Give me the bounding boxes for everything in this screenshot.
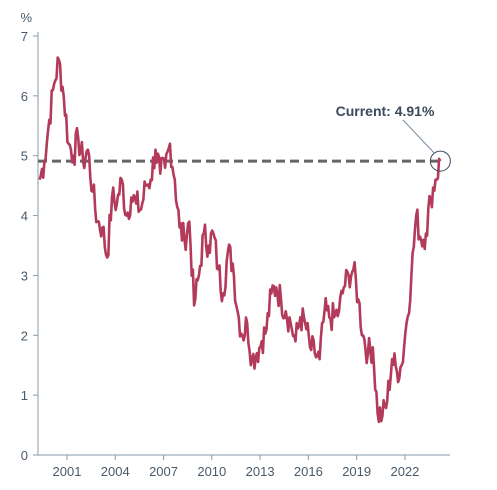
y-unit-label: % xyxy=(20,10,32,25)
y-tick-label: 0 xyxy=(21,448,28,463)
x-axis: 2001 2004 2007 2010 2013 2016 2019 2022 xyxy=(38,454,450,479)
annotation-leader xyxy=(402,119,435,154)
y-tick-label: 5 xyxy=(21,149,28,164)
x-tick-label: 2022 xyxy=(390,464,419,479)
x-tick-label: 2010 xyxy=(197,464,226,479)
x-tick-label: 2001 xyxy=(53,464,82,479)
current-value-marker xyxy=(429,150,451,172)
x-tick-label: 2007 xyxy=(149,464,178,479)
x-tick-label: 2004 xyxy=(101,464,130,479)
series-line xyxy=(38,56,442,424)
y-tick-label: 7 xyxy=(21,29,28,44)
series-group xyxy=(38,56,442,424)
annotation-label: Current: 4.91% xyxy=(336,103,435,119)
x-tick-label: 2013 xyxy=(246,464,275,479)
y-tick-label: 1 xyxy=(21,388,28,403)
y-axis: % 0 1 2 3 4 5 6 7 xyxy=(20,10,39,463)
y-tick-label: 3 xyxy=(21,268,28,283)
y-tick-label: 6 xyxy=(21,89,28,104)
y-tick-label: 2 xyxy=(21,328,28,343)
y-tick-label: 4 xyxy=(21,209,28,224)
x-tick-label: 2019 xyxy=(342,464,371,479)
x-tick-label: 2016 xyxy=(294,464,323,479)
annotation-group: Current: 4.91% xyxy=(336,103,451,172)
